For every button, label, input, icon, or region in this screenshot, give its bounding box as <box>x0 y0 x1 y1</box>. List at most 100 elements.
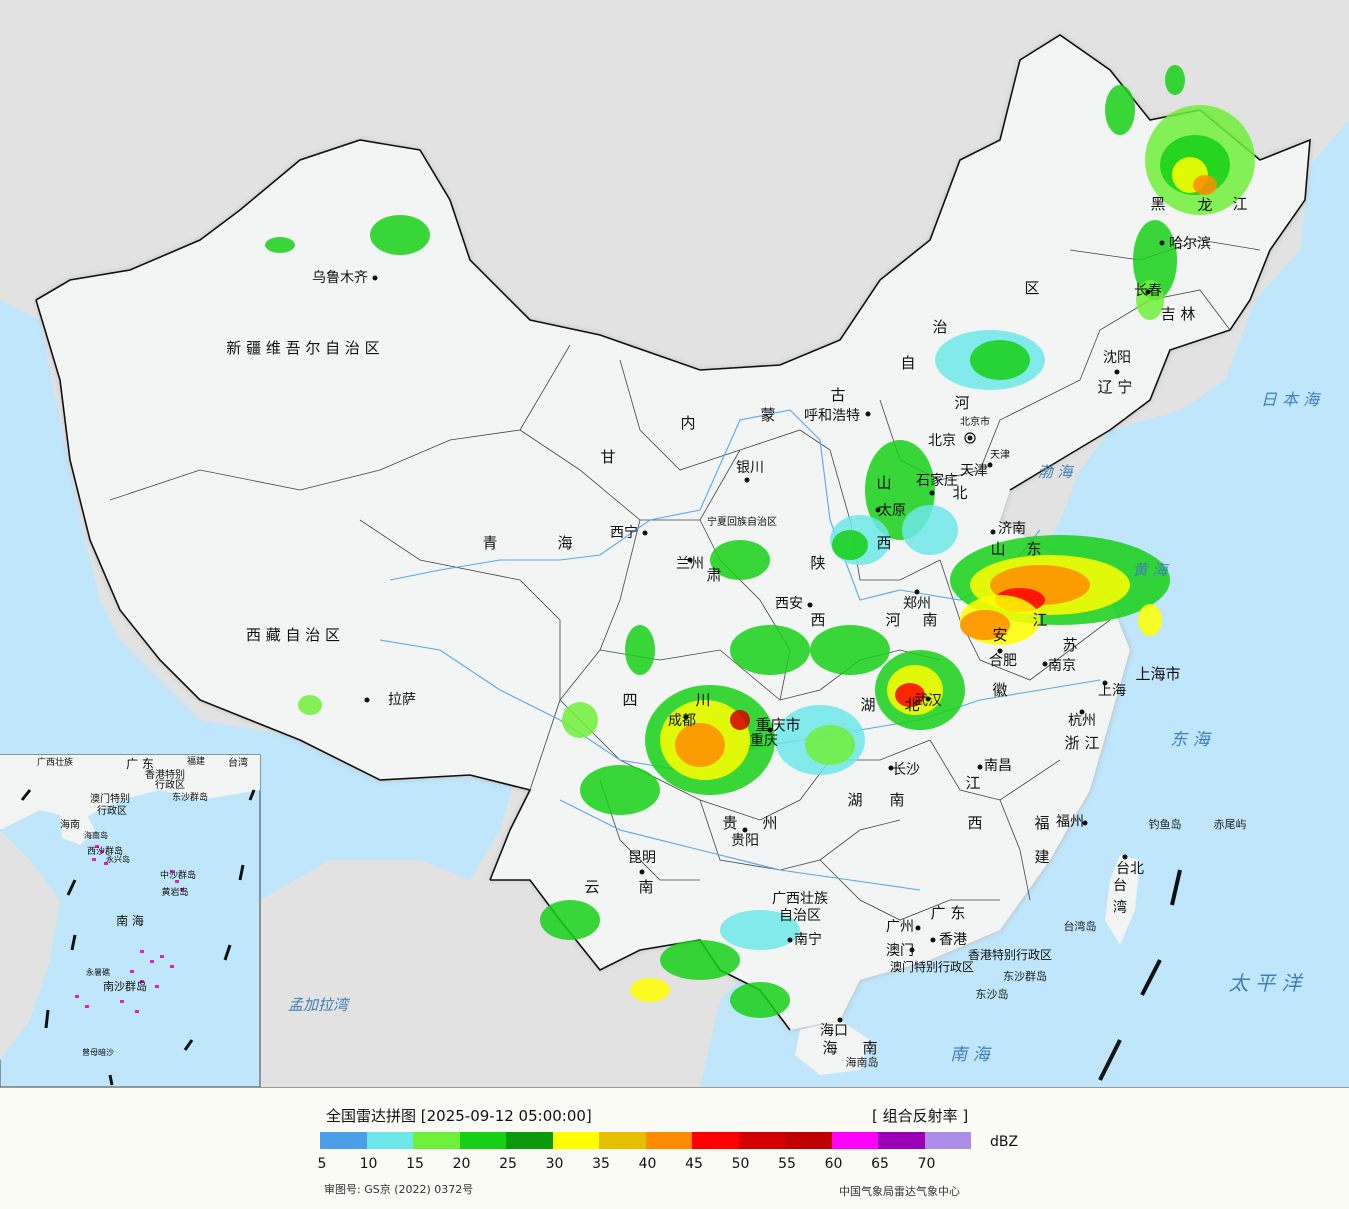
city-label: 武汉 <box>914 693 942 709</box>
national-border <box>35 34 1311 1031</box>
radar-echo <box>970 340 1030 380</box>
city-label: 济南 <box>998 521 1026 537</box>
reef-mark <box>104 862 108 865</box>
region-label: 江 <box>965 774 980 792</box>
radar-echo <box>832 530 868 560</box>
sea-label: 太 平 洋 <box>1229 971 1304 995</box>
city-dot <box>687 557 693 563</box>
region-label: 南 <box>638 878 653 896</box>
radar-echo <box>1165 65 1185 95</box>
city-dot <box>1042 661 1048 667</box>
main-dash-line <box>1098 869 1182 1081</box>
region-label: 治 <box>932 318 947 336</box>
color-scale-ticks: 5 10 15 20 25 30 35 40 45 50 55 60 65 70 <box>318 1156 980 1174</box>
scale-tick-label: 55 <box>778 1156 796 1172</box>
inset-label: 东沙群岛 <box>172 791 208 803</box>
inset-label: 海南岛 <box>84 830 108 840</box>
radar-echo <box>902 505 958 555</box>
city-label: 南昌 <box>984 758 1012 774</box>
dash-segment <box>66 879 77 896</box>
city-label: 重庆 <box>750 733 778 749</box>
city-dot <box>1159 240 1165 246</box>
city-label: 杭州 <box>1068 713 1096 729</box>
city-label: 沈阳 <box>1103 350 1131 366</box>
dash-segment <box>223 944 232 961</box>
scale-tick-label: 70 <box>917 1156 936 1172</box>
region-label: 澳门特别行政区 <box>890 959 974 974</box>
city-dot <box>1145 289 1151 295</box>
city-label: 西安 <box>775 596 803 612</box>
reef-mark <box>95 845 99 848</box>
hainan-island <box>795 1020 870 1075</box>
region-label: 湾 <box>1113 899 1127 916</box>
radar-echo <box>895 683 925 707</box>
region-label: 东 <box>1026 540 1041 558</box>
reef-mark <box>120 1000 124 1003</box>
dash-segment <box>44 1009 50 1029</box>
city-label: 上海 <box>1098 683 1126 699</box>
region-label: 贵 <box>722 814 737 832</box>
scale-tick-label: 10 <box>359 1156 378 1172</box>
region-label: 州 <box>762 814 777 832</box>
region-label: 安 <box>992 626 1007 644</box>
inset-vietnam-coast <box>0 830 60 1060</box>
region-label: 苏 <box>1062 636 1077 654</box>
color-scale-bar <box>320 1132 971 1149</box>
city-label: 拉萨 <box>388 692 416 708</box>
color-swatch <box>878 1132 925 1149</box>
city-dot <box>1082 820 1088 826</box>
region-label: 湖 <box>847 791 862 809</box>
city-dot <box>767 727 773 733</box>
radar-echo <box>660 940 740 980</box>
city-dot <box>364 697 370 703</box>
region-label: 吉 林 <box>1161 305 1196 323</box>
city-dot <box>925 696 931 702</box>
reef-mark <box>170 965 174 968</box>
region-label: 古 <box>830 386 845 404</box>
region-label: 徽 <box>992 681 1007 699</box>
color-swatch <box>692 1132 739 1149</box>
region-label: 台 <box>1113 878 1127 894</box>
inset-hainan <box>60 812 95 845</box>
city-dot <box>1079 709 1085 715</box>
color-swatch <box>506 1132 553 1149</box>
inset-label: 永暑礁 <box>86 967 110 977</box>
source-credit: 中国气象局雷达气象中心 <box>839 1185 960 1198</box>
radar-echo <box>1105 85 1135 135</box>
map-svg: 新 疆 维 吾 尔 自 治 区西 藏 自 治 区青 海甘肃内 蒙古自治区黑龙江吉 林… <box>0 0 1349 1087</box>
scale-tick-label: 60 <box>824 1156 843 1172</box>
city-dot <box>888 765 894 771</box>
radar-echo <box>298 695 322 715</box>
color-swatch <box>366 1132 413 1149</box>
inset-label: 澳门特别 <box>90 792 130 805</box>
city-dot <box>987 462 993 468</box>
region-label: 山 <box>876 474 891 492</box>
inset-label: 广西壮族 <box>37 756 73 768</box>
sea-label: 渤 海 <box>1038 463 1075 481</box>
region-label: 北 <box>952 484 967 502</box>
region-label: 陕 <box>810 554 825 572</box>
scale-tick-label: 20 <box>452 1156 471 1172</box>
region-label: 黑 <box>1150 195 1165 213</box>
inset-label: 行政区 <box>155 778 185 791</box>
city-dot <box>837 1017 843 1023</box>
island-label: 钓鱼岛 <box>1149 817 1182 831</box>
city-label: 呼和浩特 <box>804 408 860 424</box>
city-dot <box>787 937 793 943</box>
scale-tick-label: 25 <box>499 1156 517 1172</box>
scale-tick-label: 35 <box>592 1156 610 1172</box>
city-dot <box>744 477 750 483</box>
inset-islands <box>75 845 184 1013</box>
region-label: 南 <box>889 791 904 809</box>
inset-label: 南沙群岛 <box>103 979 147 993</box>
scale-tick-label: 15 <box>406 1156 424 1172</box>
radar-echo <box>1136 280 1164 320</box>
city-dot <box>929 490 935 496</box>
region-labels: 新 疆 维 吾 尔 自 治 区西 藏 自 治 区青 海甘肃内 蒙古自治区黑龙江吉 林… <box>226 195 1247 1057</box>
scale-tick-label: 30 <box>545 1156 564 1172</box>
city-label: 台北 <box>1116 861 1144 877</box>
color-swatch <box>645 1132 692 1149</box>
city-label: 北京 <box>928 433 956 449</box>
color-swatch <box>785 1132 832 1149</box>
